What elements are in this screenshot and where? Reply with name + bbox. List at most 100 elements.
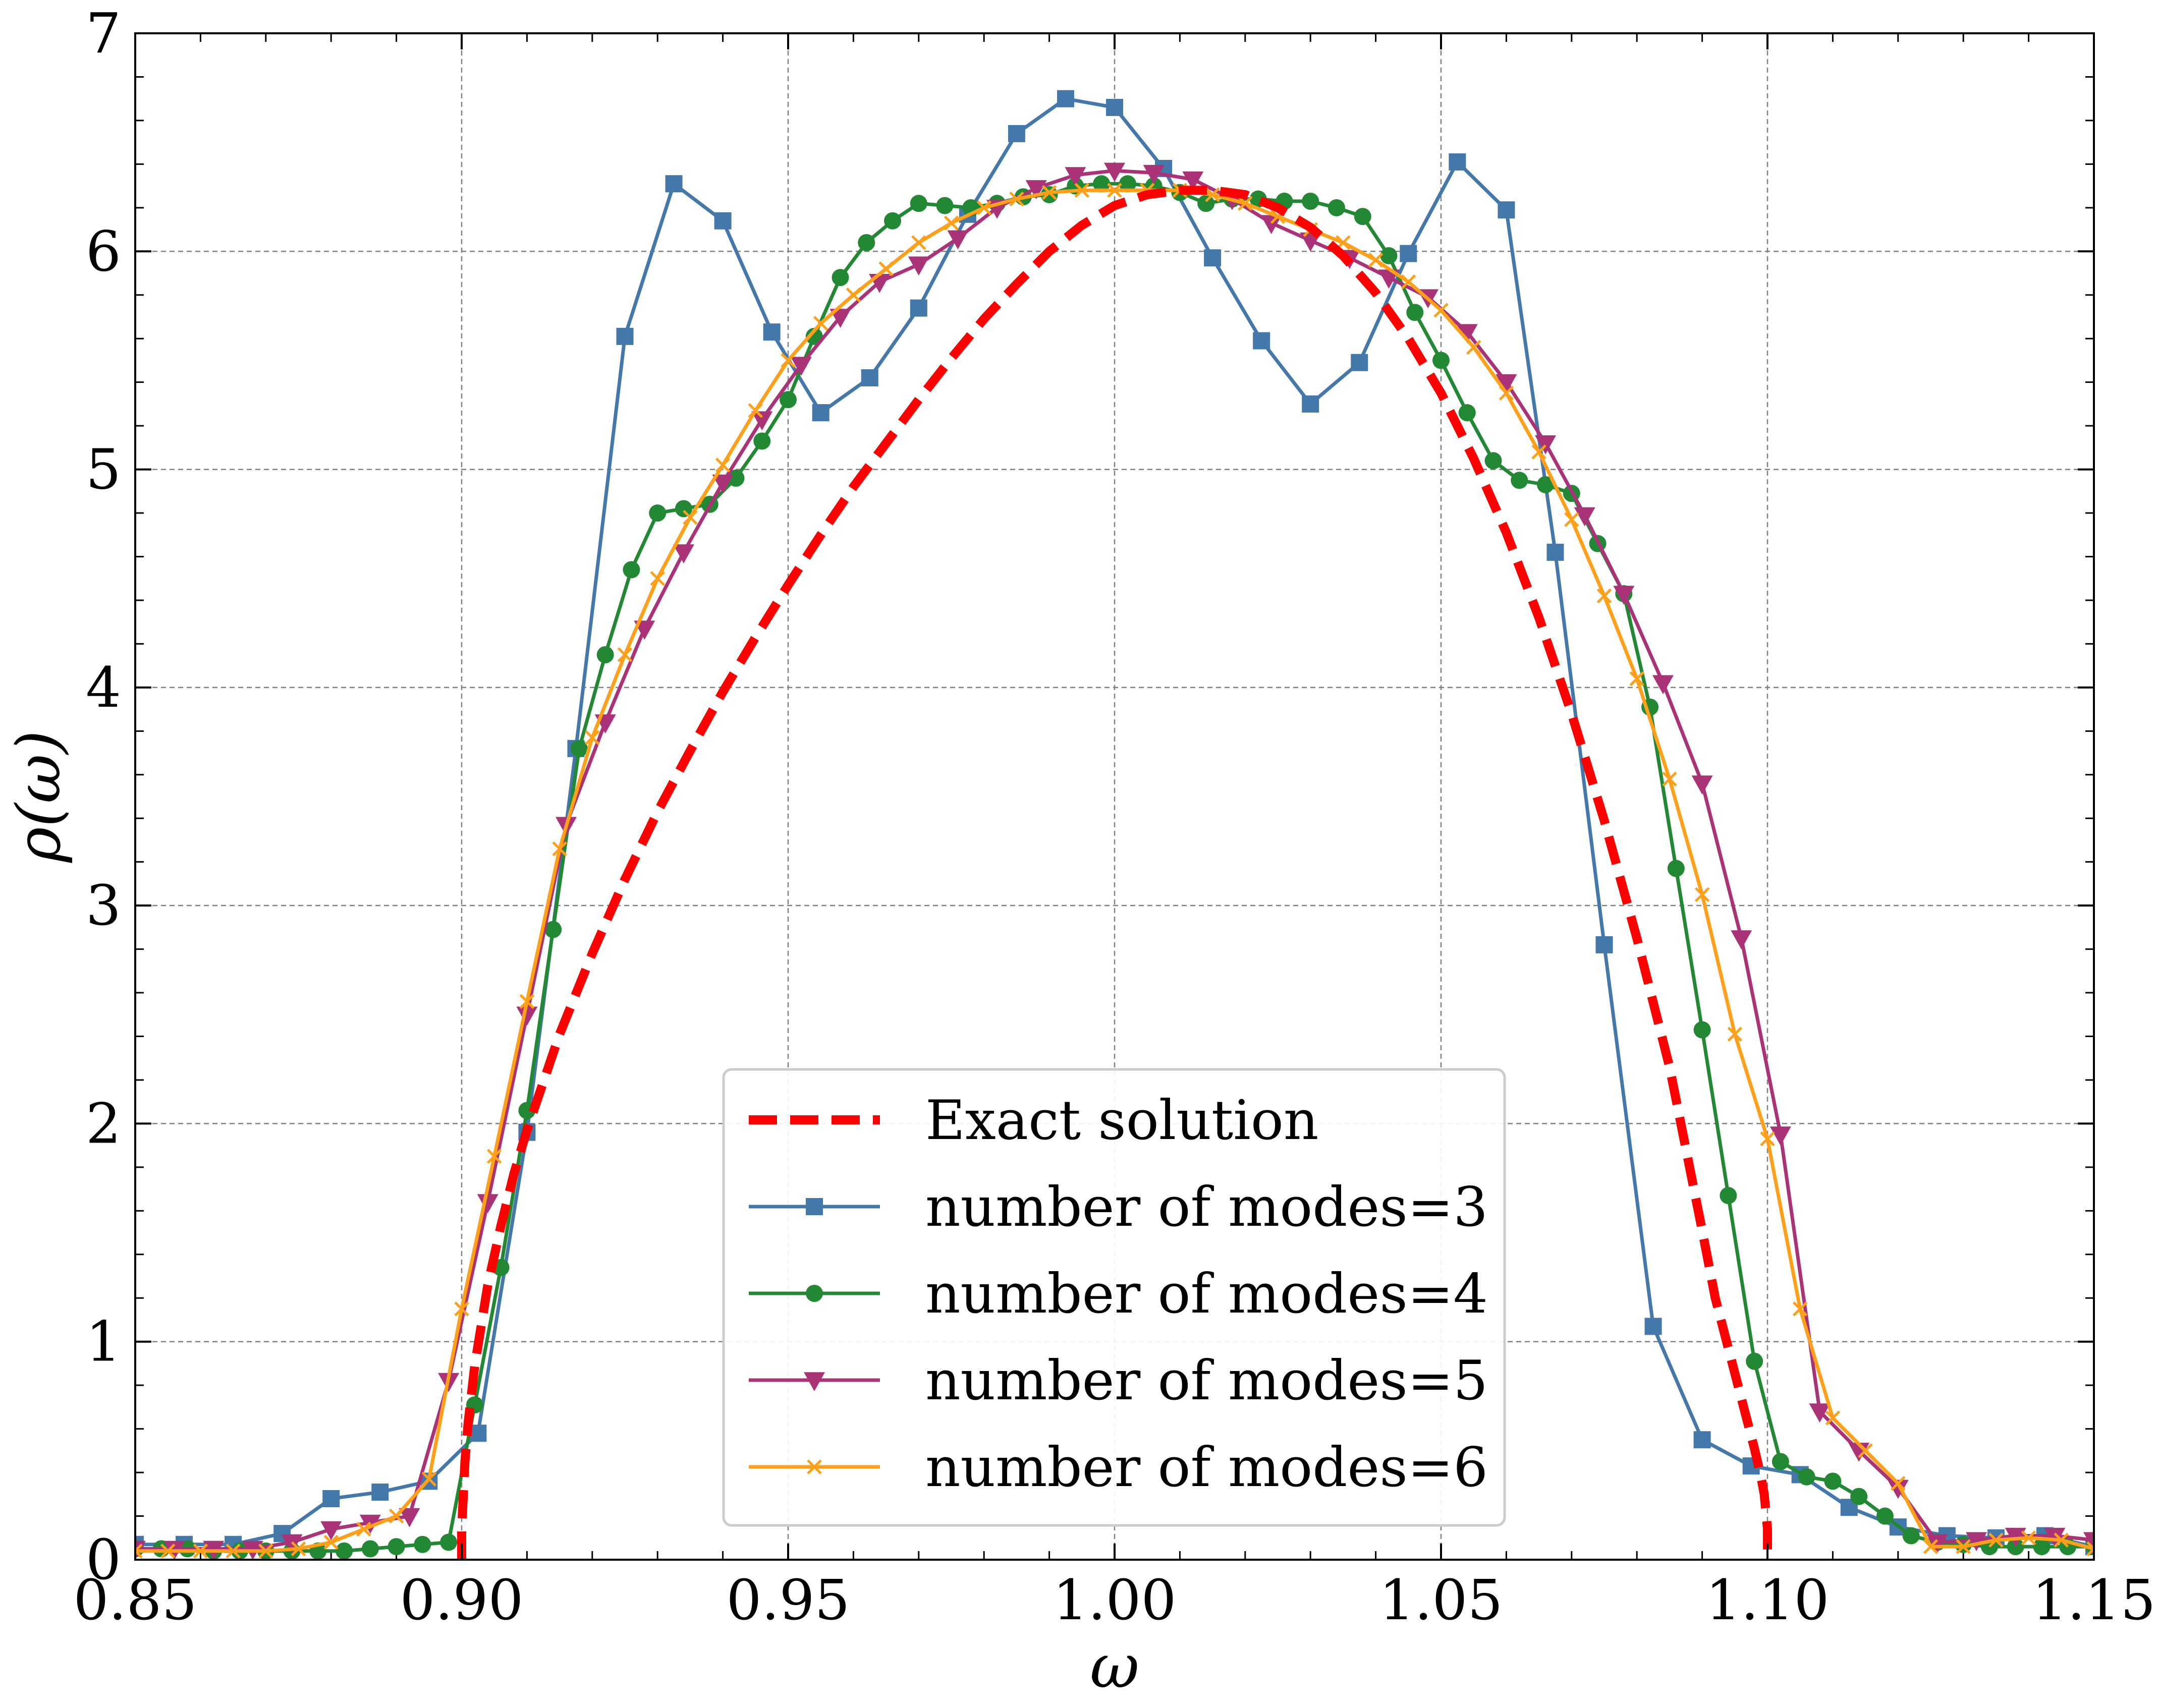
data-point: [516, 1006, 538, 1026]
data-point: [805, 327, 823, 345]
x-tick-label: 1.15: [2032, 1568, 2156, 1632]
data-point: [804, 1372, 825, 1392]
data-point: [544, 921, 562, 938]
data-point: [753, 432, 771, 450]
data-point: [361, 1540, 379, 1558]
data-point: [2054, 1532, 2069, 1548]
data-point: [712, 474, 734, 494]
x-tick-label: 0.90: [400, 1568, 524, 1632]
data-point: [1456, 324, 1478, 344]
data-point: [947, 230, 969, 250]
data-point: [1009, 191, 1024, 207]
data-point: [1629, 671, 1644, 687]
data-point: [1449, 153, 1466, 171]
data-point: [623, 561, 640, 579]
data-point: [596, 646, 614, 664]
data-point: [846, 287, 861, 303]
data-point: [1302, 192, 1319, 210]
data-point: [1119, 175, 1136, 193]
y-tick-label: 1: [86, 1310, 121, 1374]
data-point: [1093, 175, 1111, 193]
data-point: [976, 200, 991, 215]
data-point: [861, 369, 878, 387]
data-point: [1260, 215, 1282, 235]
data-point: [616, 327, 634, 345]
data-point: [1891, 1475, 1906, 1491]
data-point: [135, 1543, 143, 1559]
legend-item: number of modes=5: [749, 1349, 1488, 1412]
data-point: [322, 1490, 340, 1507]
data-point: [790, 357, 812, 376]
y-axis-label: ρ(ω): [4, 730, 74, 864]
data-point: [781, 353, 796, 368]
data-point: [1531, 444, 1546, 460]
data-point: [1205, 187, 1220, 202]
data-point: [884, 212, 902, 230]
data-point: [1693, 1021, 1711, 1039]
data-point: [910, 195, 927, 212]
data-point: [1143, 164, 1165, 184]
data-point: [1923, 1539, 1939, 1554]
data-point: [399, 1508, 420, 1527]
data-point: [1204, 249, 1222, 267]
data-point: [1041, 185, 1057, 200]
data-point: [1065, 167, 1086, 187]
data-point: [683, 509, 698, 525]
data-point: [812, 404, 829, 422]
data-point: [1667, 860, 1685, 877]
data-point: [1496, 374, 1517, 393]
y-tick-label: 5: [86, 437, 121, 502]
data-point: [1731, 930, 1752, 950]
y-tick-label: 2: [86, 1091, 121, 1156]
data-point: [1662, 771, 1677, 787]
data-point: [454, 1301, 469, 1317]
data-point: [1809, 1403, 1831, 1423]
data-point: [1351, 354, 1368, 371]
series-line: [457, 186, 1772, 1560]
data-point: [1769, 1126, 1791, 1146]
data-point: [291, 1541, 306, 1557]
data-point: [2033, 1538, 2051, 1556]
data-point: [1182, 171, 1204, 191]
data-point: [832, 269, 849, 287]
data-point: [585, 730, 600, 746]
data-point: [1537, 476, 1555, 493]
data-point: [1074, 183, 1090, 198]
x-axis-label: ω: [1090, 1632, 1139, 1702]
data-point: [727, 469, 745, 487]
data-point: [570, 739, 588, 757]
data-point: [1613, 586, 1635, 605]
legend-label: number of modes=5: [925, 1349, 1488, 1412]
data-point: [1564, 512, 1579, 527]
data-point: [1107, 183, 1122, 198]
data-point: [193, 1543, 208, 1559]
data-point: [806, 1198, 823, 1215]
data-point: [1760, 1131, 1775, 1147]
x-tick-label: 0.85: [74, 1568, 197, 1632]
x-tick-label: 1.10: [1706, 1568, 1830, 1632]
y-tick-label: 3: [86, 873, 121, 938]
legend-item: number of modes=6: [749, 1436, 1488, 1499]
data-point: [226, 1543, 241, 1559]
data-point: [1057, 90, 1074, 107]
data-point: [1106, 98, 1123, 116]
data-point: [1253, 332, 1270, 350]
data-point: [1040, 186, 1058, 203]
data-point: [911, 235, 926, 250]
data-point: [1850, 1488, 1868, 1505]
data-point: [2086, 1541, 2094, 1557]
series-1: [457, 186, 1772, 1560]
data-point: [2083, 1532, 2094, 1552]
data-point: [1380, 247, 1398, 264]
legend-box: [722, 1068, 1506, 1527]
data-point: [1302, 395, 1319, 413]
legend-item: number of modes=4: [749, 1263, 1488, 1326]
x-tick-label: 1.00: [1053, 1568, 1177, 1632]
data-point: [649, 504, 667, 522]
data-point: [675, 500, 692, 518]
data-point: [1535, 435, 1557, 454]
data-point: [910, 299, 927, 317]
data-point: [1694, 887, 1710, 902]
data-point: [1400, 245, 1417, 262]
data-point: [1546, 543, 1564, 561]
